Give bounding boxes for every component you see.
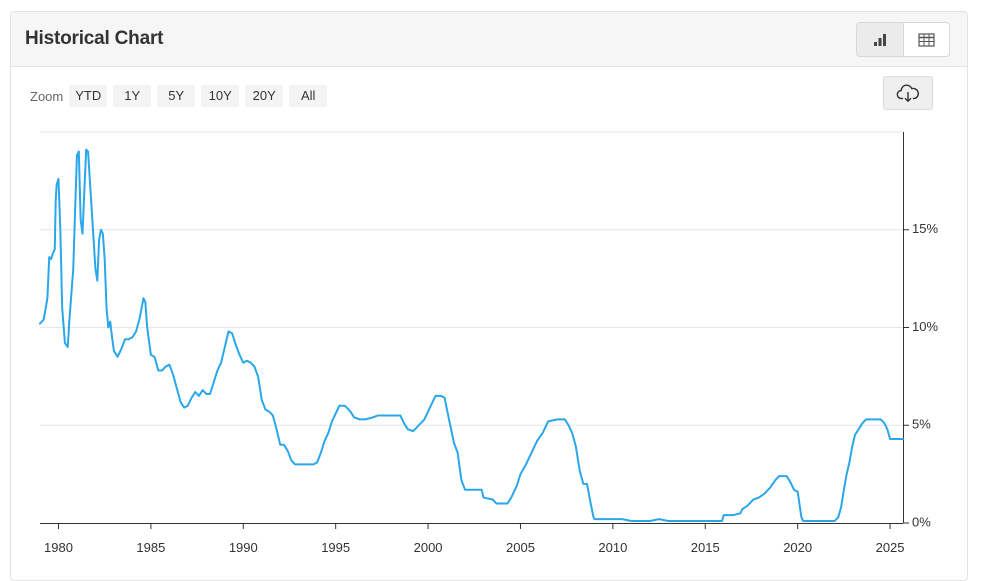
zoom-ytd-button[interactable]: YTD (69, 85, 108, 107)
table-view-button[interactable] (904, 23, 950, 56)
bar-chart-icon (873, 33, 886, 46)
zoom-5y-button[interactable]: 5Y (157, 85, 196, 107)
chart-view-button[interactable] (857, 23, 904, 56)
view-toggle (856, 22, 950, 57)
zoom-label: Zoom (30, 88, 64, 104)
card-header: Historical Chart (11, 12, 967, 67)
cloud-download-icon (896, 84, 919, 102)
zoom-all-button[interactable]: All (289, 85, 328, 107)
zoom-10y-button[interactable]: 10Y (201, 85, 240, 107)
download-button[interactable] (883, 76, 933, 110)
zoom-20y-button[interactable]: 20Y (245, 85, 284, 107)
card-title: Historical Chart (25, 28, 164, 49)
zoom-1y-button[interactable]: 1Y (113, 85, 152, 107)
zoom-controls: Zoom YTD 1Y 5Y 10Y 20Y All (30, 85, 333, 107)
table-icon (918, 32, 935, 47)
